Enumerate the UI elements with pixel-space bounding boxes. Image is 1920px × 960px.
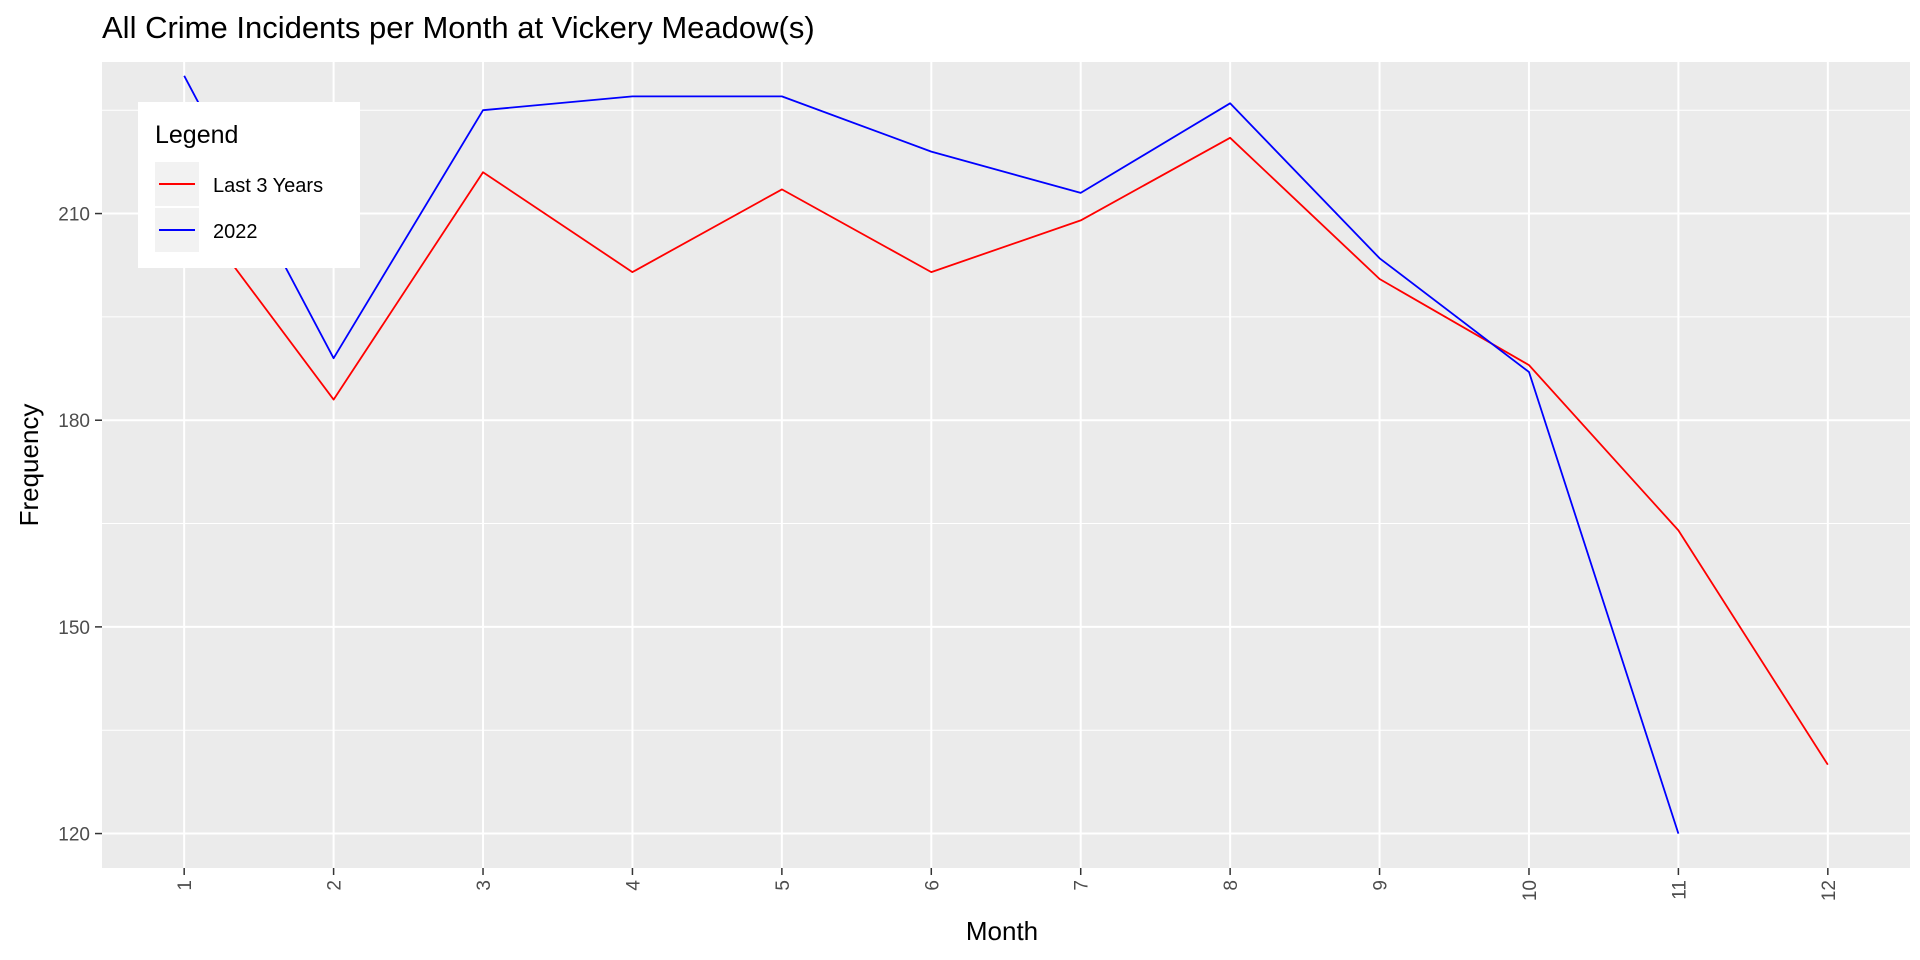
y-tick-label-120: 120 — [58, 825, 90, 846]
y-axis-title: Frequency — [14, 404, 44, 527]
x-tick-label-2: 2 — [325, 880, 346, 891]
x-tick-label-6: 6 — [922, 880, 943, 891]
x-tick-label-9: 9 — [1371, 880, 1392, 891]
x-tick-label-10: 10 — [1520, 880, 1541, 901]
y-tick-label-150: 150 — [58, 618, 90, 639]
x-tick-label-8: 8 — [1221, 880, 1242, 891]
x-tick-label-11: 11 — [1669, 880, 1690, 900]
series-line-2022 — [183, 75, 1680, 834]
plot-background — [102, 62, 1910, 868]
y-axis: 120 150 180 210 — [58, 205, 102, 846]
x-axis-title: Month — [966, 916, 1038, 946]
x-axis: 1 2 3 4 5 6 7 8 9 10 11 12 — [175, 868, 1840, 901]
y-tick-label-180: 180 — [58, 411, 90, 432]
series-line-last-3-years — [183, 136, 1829, 766]
x-tick-label-5: 5 — [773, 880, 794, 891]
x-tick-label-1: 1 — [175, 880, 196, 891]
legend-label-2022: 2022 — [213, 221, 258, 243]
legend: Legend Last 3 Years 2022 — [138, 102, 360, 268]
x-tick-label-12: 12 — [1819, 880, 1840, 901]
x-tick-label-7: 7 — [1072, 880, 1093, 891]
chart-title: All Crime Incidents per Month at Vickery… — [102, 10, 815, 45]
legend-title: Legend — [155, 121, 238, 149]
x-tick-label-4: 4 — [623, 880, 644, 891]
x-tick-label-3: 3 — [474, 880, 495, 891]
minor-gridlines — [102, 109, 1910, 731]
series-lines — [183, 75, 1829, 834]
legend-label-last-3-years: Last 3 Years — [213, 175, 323, 197]
y-tick-label-210: 210 — [58, 205, 90, 226]
